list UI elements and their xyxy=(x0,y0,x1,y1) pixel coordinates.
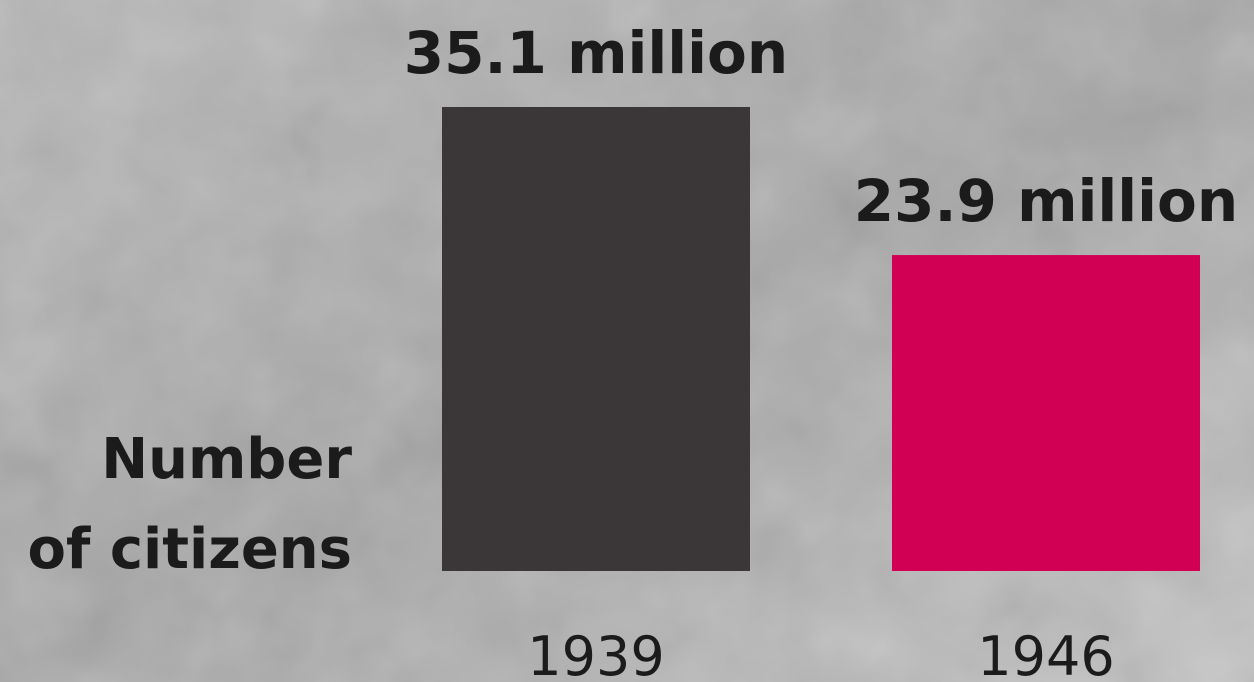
y-axis-label: Number xyxy=(101,427,352,492)
x-tick-label: 1939 xyxy=(527,625,664,682)
bar xyxy=(442,107,750,571)
value-label: 23.9 million xyxy=(854,167,1238,235)
value-label: 35.1 million xyxy=(404,19,788,87)
x-tick-label: 1946 xyxy=(977,625,1114,682)
bar xyxy=(892,255,1200,571)
y-axis-label: of citizens xyxy=(28,517,352,582)
